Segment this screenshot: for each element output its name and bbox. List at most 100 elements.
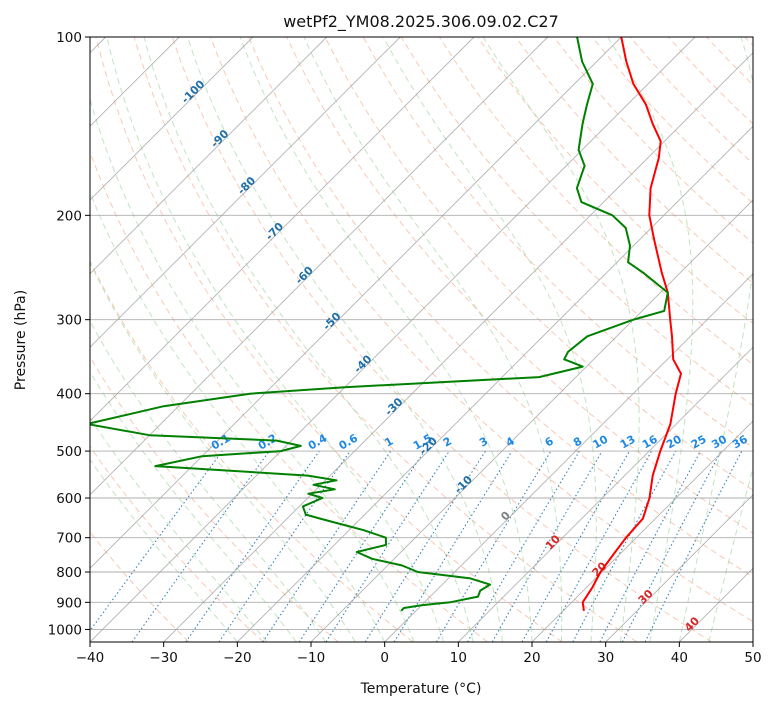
y-tick-label: 1000 <box>48 622 82 638</box>
mixing-ratio-line <box>298 450 425 642</box>
x-tick-label: 30 <box>597 650 614 666</box>
y-tick-label: 900 <box>56 595 82 611</box>
mixing-ratio-label: 6 <box>543 434 556 449</box>
isotherm-line <box>90 37 401 348</box>
y-tick-label: 800 <box>56 565 82 581</box>
x-tick-label: 40 <box>671 650 688 666</box>
mixing-ratio-line <box>393 450 513 642</box>
moist-adiabat <box>239 37 533 642</box>
plot-frame <box>89 36 754 643</box>
dry-adiabat <box>95 37 563 642</box>
dry-adiabat <box>286 37 753 534</box>
isotherm-line <box>90 37 328 275</box>
dry-adiabat <box>90 445 264 642</box>
mixing-ratio-label: 30 <box>709 432 729 451</box>
y-axis-label: Pressure (hPa) <box>13 290 29 390</box>
mixing-ratio-line <box>545 450 653 642</box>
mixing-ratio-label: 25 <box>689 433 709 452</box>
mixing-ratio-line <box>467 450 580 642</box>
mixing-ratio-label: 36 <box>730 432 750 451</box>
moist-adiabat <box>607 37 694 642</box>
moist-adiabat <box>90 320 327 642</box>
chart-title: wetPf2_YM08.2025.306.09.02.C27 <box>283 12 559 32</box>
dry-adiabat <box>171 37 712 642</box>
isotherm-line <box>90 37 549 496</box>
x-tick-label: 10 <box>450 650 467 666</box>
isotherm-line <box>678 567 753 642</box>
mixing-ratio-label: 8 <box>571 435 584 450</box>
mixing-ratio-label: 0.1 <box>209 432 232 453</box>
dry-adiabat <box>90 259 414 642</box>
y-tick-label: 300 <box>56 313 82 329</box>
x-tick-label: 20 <box>523 650 540 666</box>
dry-adiabat <box>210 37 753 623</box>
dry-adiabat <box>706 37 753 86</box>
isotherm-label: 10 <box>543 532 563 552</box>
mixing-ratio-line <box>131 450 270 642</box>
mixing-ratio-line <box>521 450 630 642</box>
dewpoint-profile <box>90 37 669 612</box>
moist-adiabat <box>482 37 640 642</box>
mixing-ratio-line <box>90 450 223 632</box>
isotherm-label: -50 <box>320 310 343 333</box>
y-tick-label: 600 <box>56 491 82 507</box>
mixing-ratio-line <box>644 450 743 642</box>
isotherm-line <box>457 346 753 642</box>
mixing-ratio-line <box>325 450 450 642</box>
dry-adiabat <box>668 37 753 125</box>
isotherm-label: -40 <box>351 352 374 375</box>
dry-adiabat <box>591 37 753 204</box>
moist-adiabat <box>90 261 356 642</box>
x-tick-label: −20 <box>223 650 252 666</box>
isotherm-line <box>236 125 753 642</box>
moist-adiabat <box>382 37 597 642</box>
mixing-ratio-label: 3 <box>477 435 490 450</box>
moist-adiabat <box>708 466 753 642</box>
isotherm-line <box>531 420 753 642</box>
dry-adiabat <box>553 37 753 244</box>
temperature-profile <box>581 37 682 611</box>
dry-adiabat <box>744 37 753 47</box>
moist-adiabat <box>143 37 474 642</box>
mixing-ratio-label: 1 <box>382 435 395 450</box>
dry-adiabat <box>90 356 339 642</box>
mixing-ratio-label: 0.4 <box>306 431 330 452</box>
moist-adiabat <box>90 370 297 642</box>
isotherm-line <box>384 273 753 642</box>
y-tick-label: 700 <box>56 531 82 547</box>
y-tick-label: 400 <box>56 387 82 403</box>
moist-adiabat <box>90 416 268 642</box>
x-axis-label: Temperature (°C) <box>360 681 482 697</box>
x-tick-label: −10 <box>297 650 326 666</box>
isotherm-label: -80 <box>235 174 258 197</box>
isotherm-line <box>163 52 753 642</box>
moist-adiabat <box>90 190 386 642</box>
dry-adiabat <box>515 37 753 284</box>
y-tick-label: 200 <box>56 208 82 224</box>
mixing-ratio-label: 10 <box>590 432 610 451</box>
moist-adiabat <box>187 37 503 642</box>
mixing-ratio-line <box>599 450 701 642</box>
isotherm-line <box>605 494 753 642</box>
x-tick-label: −30 <box>149 650 178 666</box>
mixing-ratio-line <box>185 450 320 642</box>
mixing-ratio-label: 16 <box>640 432 660 451</box>
isotherm-line <box>90 37 254 201</box>
dry-adiabat <box>90 150 488 642</box>
isotherm-line <box>90 37 622 569</box>
y-tick-label: 100 <box>56 30 82 46</box>
mixing-ratio-line <box>572 450 677 642</box>
moist-adiabat <box>678 37 753 642</box>
isotherm-label: -90 <box>208 127 231 150</box>
moist-adiabat <box>90 458 238 642</box>
y-tick-label: 500 <box>56 444 82 460</box>
x-tick-label: 50 <box>744 650 761 666</box>
isotherm-line <box>752 641 753 642</box>
moist-adiabat <box>106 37 445 642</box>
dry-adiabat <box>133 37 638 642</box>
isotherm-line <box>90 37 475 422</box>
dry-adiabat <box>248 37 753 578</box>
mixing-ratio-label: 13 <box>618 433 638 452</box>
